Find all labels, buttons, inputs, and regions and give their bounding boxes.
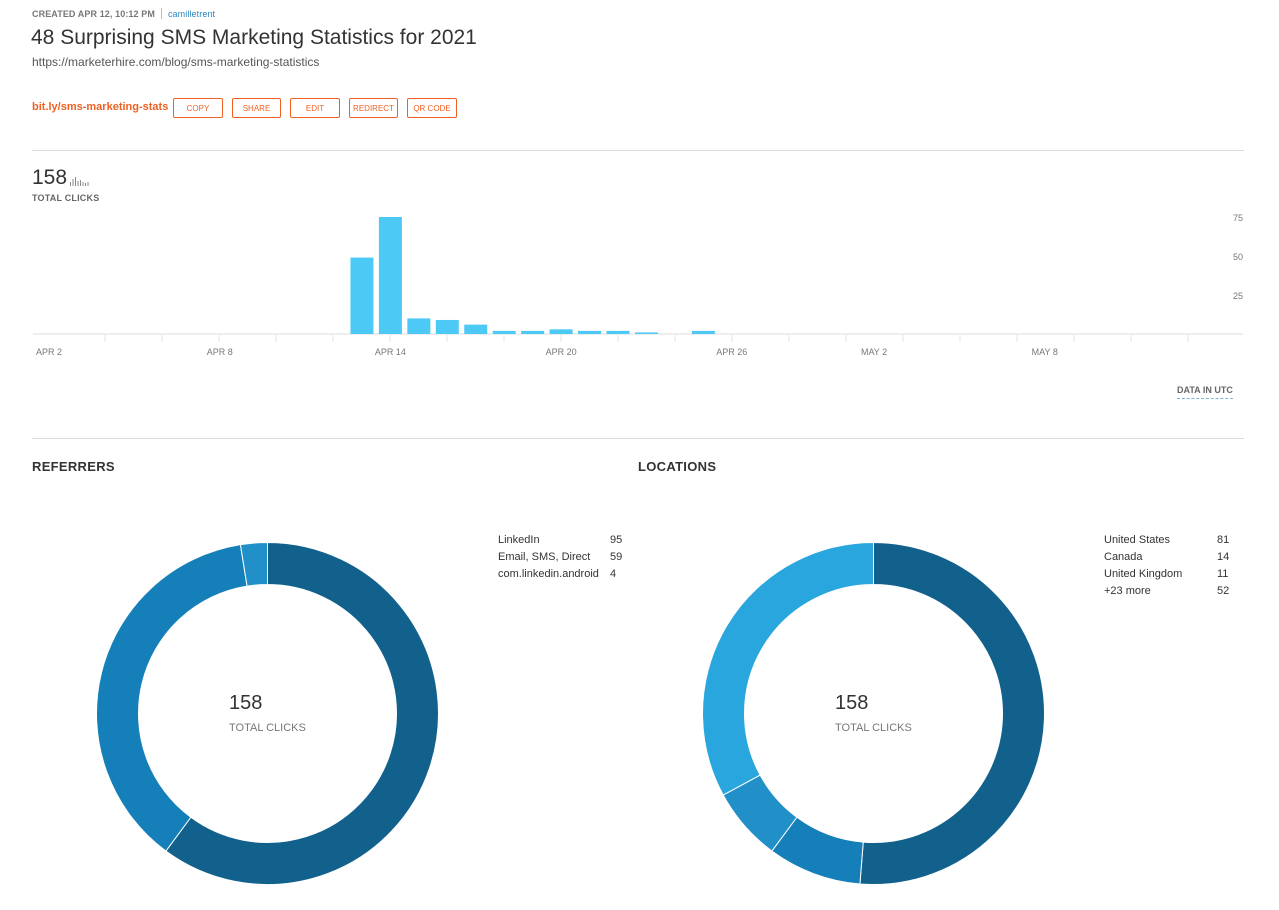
legend-row[interactable]: United Kingdom 11 xyxy=(1104,568,1234,585)
legend-value: 59 xyxy=(610,551,623,563)
referrers-total-count: 158 xyxy=(229,692,263,714)
legend-name: United States xyxy=(1104,534,1171,546)
referrers-donut-chart xyxy=(96,542,439,885)
locations-total-count: 158 xyxy=(835,692,869,714)
divider xyxy=(32,438,1244,439)
x-tick-label: APR 26 xyxy=(716,347,747,357)
click-bar xyxy=(691,330,715,334)
meta-divider xyxy=(160,8,162,19)
legend-row[interactable]: LinkedIn 95 xyxy=(498,534,628,551)
click-bar xyxy=(464,324,488,334)
click-bar xyxy=(492,330,516,334)
x-tick-label: APR 8 xyxy=(207,347,233,357)
click-bar xyxy=(407,318,431,334)
total-clicks-label: TOTAL CLICKS xyxy=(32,193,100,203)
x-tick-label: APR 2 xyxy=(36,347,62,357)
legend-value: 11 xyxy=(1217,568,1229,580)
link-title: 48 Surprising SMS Marketing Statistics f… xyxy=(31,26,477,49)
donut-slice xyxy=(165,542,439,885)
long-url[interactable]: https://marketerhire.com/blog/sms-market… xyxy=(32,55,320,69)
legend-row[interactable]: com.linkedin.android 4 xyxy=(498,568,628,585)
click-bar xyxy=(578,330,602,334)
total-clicks-count: 158 xyxy=(32,166,68,189)
x-tick-label: MAY 8 xyxy=(1032,347,1058,357)
click-bar xyxy=(435,319,459,334)
created-date: CREATED APR 12, 10:12 PM xyxy=(32,9,155,19)
copy-button[interactable]: COPY xyxy=(173,98,223,118)
qr-code-button[interactable]: QR CODE xyxy=(407,98,457,118)
click-bar xyxy=(606,330,630,334)
donut-slice xyxy=(859,542,1045,885)
donut-slice xyxy=(239,542,268,587)
short-link[interactable]: bit.ly/sms-marketing-stats xyxy=(32,101,169,113)
legend-value: 81 xyxy=(1217,534,1230,546)
y-tick-label: 75 xyxy=(1233,213,1243,223)
donut-slice xyxy=(96,544,248,852)
link-meta: CREATED APR 12, 10:12 PM camilletrent xyxy=(32,8,215,19)
redirect-button[interactable]: REDIRECT xyxy=(349,98,398,118)
legend-value: 4 xyxy=(610,568,617,580)
x-tick-label: APR 20 xyxy=(546,347,577,357)
legend-name: United Kingdom xyxy=(1104,568,1183,580)
clicks-bar-chart: APR 2 APR 8 APR 14 APR 20 APR 26 MAY 2 MAY 8 25… xyxy=(33,213,1243,357)
share-button[interactable]: SHARE xyxy=(232,98,281,118)
data-in-utc-toggle[interactable]: DATA IN UTC xyxy=(1177,385,1233,399)
x-tick-label: APR 14 xyxy=(375,347,406,357)
click-bar xyxy=(521,330,545,334)
click-bar xyxy=(549,329,573,334)
legend-name: Email, SMS, Direct xyxy=(498,551,591,563)
y-tick-label: 25 xyxy=(1233,291,1243,301)
legend-row[interactable]: +23 more 52 xyxy=(1104,585,1234,602)
legend-name: +23 more xyxy=(1104,585,1151,597)
legend-name: LinkedIn xyxy=(498,534,540,546)
locations-total-label: TOTAL CLICKS xyxy=(835,722,912,734)
x-tick-label: MAY 2 xyxy=(861,347,887,357)
legend-row[interactable]: Canada 14 xyxy=(1104,551,1234,568)
legend-value: 95 xyxy=(610,534,623,546)
locations-title: LOCATIONS xyxy=(638,459,717,474)
legend-value: 14 xyxy=(1217,551,1230,563)
click-bar xyxy=(350,257,374,334)
locations-legend: United States 81 Canada 14 United Kingdom 1… xyxy=(1104,534,1234,602)
locations-donut-chart xyxy=(702,542,1045,885)
referrers-total-label: TOTAL CLICKS xyxy=(229,722,306,734)
legend-row[interactable]: Email, SMS, Direct 59 xyxy=(498,551,628,568)
click-bar xyxy=(634,332,658,334)
click-bar xyxy=(378,217,402,334)
legend-name: Canada xyxy=(1104,551,1143,563)
donut-slice xyxy=(702,542,874,796)
legend-row[interactable]: United States 81 xyxy=(1104,534,1234,551)
creator-username[interactable]: camilletrent xyxy=(167,9,216,19)
legend-value: 52 xyxy=(1217,585,1230,597)
referrers-legend: LinkedIn 95 Email, SMS, Direct 59 com.link… xyxy=(498,534,628,585)
edit-button[interactable]: EDIT xyxy=(290,98,340,118)
legend-name: com.linkedin.android xyxy=(498,568,599,580)
bar-chart-icon xyxy=(70,177,89,186)
divider xyxy=(32,150,1244,151)
y-tick-label: 50 xyxy=(1233,252,1243,262)
referrers-title: REFERRERS xyxy=(32,459,115,474)
